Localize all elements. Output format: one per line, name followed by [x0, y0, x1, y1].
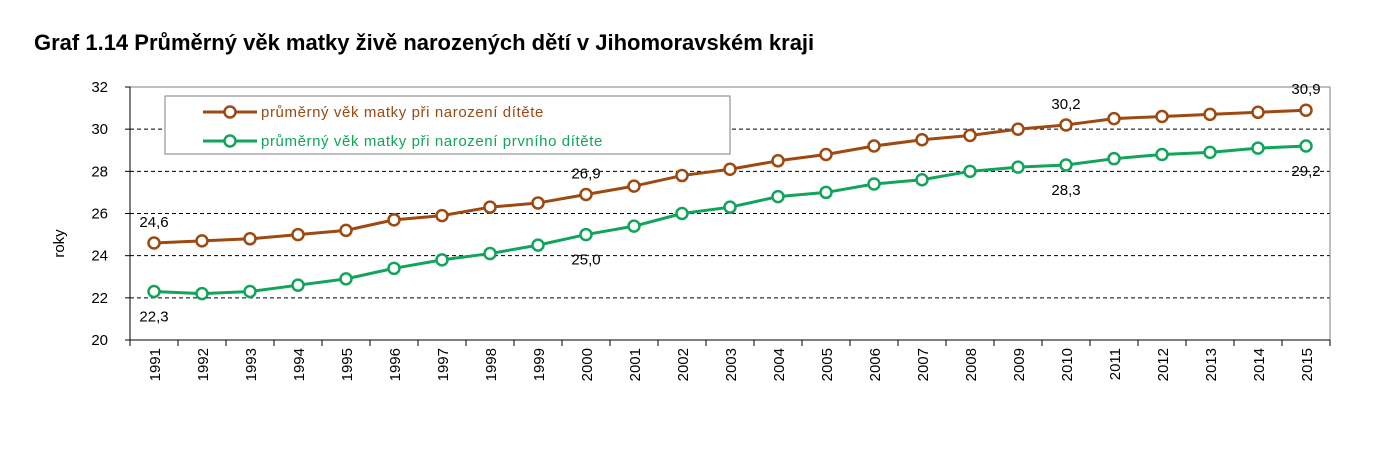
data-label: 30,9: [1291, 81, 1320, 98]
y-tick-label: 22: [91, 290, 108, 307]
x-tick-label: 1993: [243, 348, 260, 381]
y-tick-label: 28: [91, 163, 108, 180]
data-point: [1011, 160, 1025, 174]
data-point: [963, 128, 977, 143]
data-point: [147, 236, 161, 250]
x-tick-label: 1997: [435, 348, 452, 381]
x-tick-label: 2009: [1011, 348, 1028, 381]
data-point: [483, 246, 497, 261]
legend-label: průměrný věk matky při narození dítěte: [261, 104, 544, 121]
legend-swatch-marker: [223, 105, 237, 119]
data-label: 26,9: [571, 166, 600, 183]
data-point: [387, 213, 401, 227]
data-point: [483, 200, 497, 214]
data-point: [147, 284, 161, 299]
data-point: [435, 253, 449, 267]
data-point: [387, 261, 401, 276]
data-point: [1107, 151, 1121, 166]
chart-title: Graf 1.14 Průměrný věk matky živě naroze…: [34, 30, 815, 55]
data-point: [1011, 122, 1025, 136]
y-axis-title: roky: [51, 229, 68, 258]
data-point: [243, 284, 257, 299]
data-point: [819, 147, 833, 162]
data-point: [1251, 141, 1265, 155]
data-point: [243, 232, 257, 246]
data-label: 28,3: [1051, 182, 1080, 199]
data-point: [339, 272, 353, 286]
y-tick-label: 30: [91, 121, 108, 138]
data-point: [675, 206, 689, 221]
x-tick-label: 2005: [819, 348, 836, 381]
x-tick-label: 1994: [291, 348, 308, 381]
data-point: [915, 132, 929, 147]
data-label: 29,2: [1291, 163, 1320, 180]
data-label: 22,3: [139, 309, 168, 326]
data-label: 25,0: [571, 252, 600, 269]
legend-label: průměrný věk matky při narození prvního …: [261, 133, 603, 150]
data-point: [1299, 103, 1313, 117]
data-point: [195, 234, 209, 248]
data-point: [1203, 145, 1217, 160]
y-tick-label: 26: [91, 206, 108, 223]
data-point: [291, 227, 305, 242]
data-label: 24,6: [139, 214, 168, 231]
data-point: [1107, 111, 1121, 126]
x-tick-label: 2001: [627, 348, 644, 381]
data-point: [1299, 139, 1313, 153]
data-point: [579, 187, 593, 202]
x-tick-label: 2007: [915, 348, 932, 381]
data-point: [1155, 147, 1169, 162]
data-point: [1251, 105, 1265, 120]
data-point: [723, 200, 737, 214]
x-tick-label: 2014: [1251, 348, 1268, 381]
y-tick-label: 24: [91, 248, 108, 265]
x-tick-label: 2011: [1107, 348, 1124, 380]
x-tick-label: 1999: [531, 348, 548, 381]
data-label: 30,2: [1051, 96, 1080, 113]
x-tick-label: 2015: [1299, 348, 1316, 381]
x-tick-label: 2008: [963, 348, 980, 381]
data-point: [771, 154, 785, 168]
x-tick-label: 2002: [675, 348, 692, 381]
data-point: [627, 179, 641, 193]
data-point: [867, 139, 881, 153]
x-tick-label: 2004: [771, 348, 788, 381]
x-tick-label: 1996: [387, 348, 404, 381]
x-tick-label: 2003: [723, 348, 740, 381]
data-point: [723, 162, 737, 176]
x-tick-label: 1992: [195, 348, 212, 381]
x-tick-label: 2012: [1155, 348, 1172, 381]
data-point: [963, 164, 977, 179]
x-tick-label: 1998: [483, 348, 500, 381]
data-point: [1059, 158, 1073, 172]
data-point: [627, 219, 641, 233]
legend-swatch-marker: [223, 134, 237, 148]
y-tick-label: 20: [91, 332, 108, 349]
x-tick-label: 1995: [339, 348, 356, 381]
data-point: [579, 227, 593, 242]
y-tick-label: 32: [91, 79, 108, 96]
data-point: [915, 173, 929, 187]
data-point: [291, 278, 305, 292]
data-point: [195, 286, 209, 301]
x-tick-label: 2013: [1203, 348, 1220, 381]
data-point: [675, 168, 689, 183]
data-point: [531, 196, 545, 210]
data-point: [1203, 107, 1217, 122]
x-tick-label: 2000: [579, 348, 596, 381]
data-point: [531, 238, 545, 252]
data-point: [1155, 109, 1169, 124]
x-tick-label: 2010: [1059, 348, 1076, 381]
x-tick-label: 1991: [147, 348, 164, 381]
data-point: [819, 185, 833, 200]
data-point: [435, 208, 449, 223]
data-point: [1059, 118, 1073, 132]
x-tick-label: 2006: [867, 348, 884, 381]
data-point: [771, 189, 785, 204]
data-point: [339, 223, 353, 238]
data-point: [867, 177, 881, 191]
legend-box: [164, 95, 731, 155]
